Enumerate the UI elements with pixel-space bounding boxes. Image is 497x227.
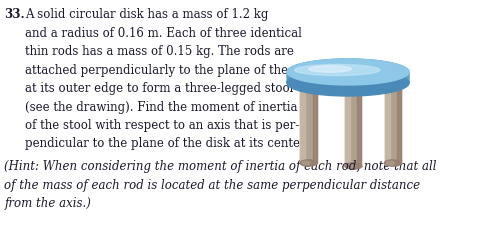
- Text: of the mass of each rod is located at the same perpendicular distance: of the mass of each rod is located at th…: [4, 178, 420, 191]
- Ellipse shape: [287, 60, 409, 86]
- Text: at its outer edge to form a three-legged stool: at its outer edge to form a three-legged…: [25, 82, 294, 95]
- Text: 33.: 33.: [4, 8, 25, 21]
- Polygon shape: [385, 84, 390, 163]
- Polygon shape: [397, 84, 401, 163]
- Text: (see the drawing). Find the moment of inertia: (see the drawing). Find the moment of in…: [25, 100, 298, 113]
- Ellipse shape: [345, 84, 361, 90]
- Ellipse shape: [302, 161, 310, 165]
- Polygon shape: [357, 87, 361, 166]
- Ellipse shape: [301, 81, 317, 87]
- Text: (Hint: When considering the moment of inertia of each rod, note that all: (Hint: When considering the moment of in…: [4, 159, 437, 172]
- Ellipse shape: [387, 161, 395, 165]
- Polygon shape: [301, 84, 317, 163]
- Ellipse shape: [287, 71, 409, 96]
- Ellipse shape: [309, 67, 351, 73]
- Ellipse shape: [347, 165, 355, 168]
- Polygon shape: [313, 84, 317, 163]
- Ellipse shape: [300, 160, 317, 166]
- Ellipse shape: [384, 160, 402, 166]
- Polygon shape: [301, 84, 305, 163]
- Text: A solid circular disk has a mass of 1.2 kg: A solid circular disk has a mass of 1.2 …: [25, 8, 268, 21]
- Ellipse shape: [295, 65, 380, 76]
- Ellipse shape: [345, 163, 362, 169]
- Polygon shape: [287, 60, 409, 84]
- Text: from the axis.): from the axis.): [4, 196, 91, 209]
- Polygon shape: [345, 87, 361, 166]
- Polygon shape: [385, 84, 401, 163]
- Text: and a radius of 0.16 m. Each of three identical: and a radius of 0.16 m. Each of three id…: [25, 26, 302, 39]
- Text: pendicular to the plane of the disk at its center.: pendicular to the plane of the disk at i…: [25, 137, 308, 150]
- Text: thin rods has a mass of 0.15 kg. The rods are: thin rods has a mass of 0.15 kg. The rod…: [25, 45, 294, 58]
- Ellipse shape: [385, 81, 401, 87]
- Text: attached perpendicularly to the plane of the disk: attached perpendicularly to the plane of…: [25, 63, 317, 76]
- Polygon shape: [345, 87, 350, 166]
- Text: of the stool with respect to an axis that is per-: of the stool with respect to an axis tha…: [25, 118, 300, 131]
